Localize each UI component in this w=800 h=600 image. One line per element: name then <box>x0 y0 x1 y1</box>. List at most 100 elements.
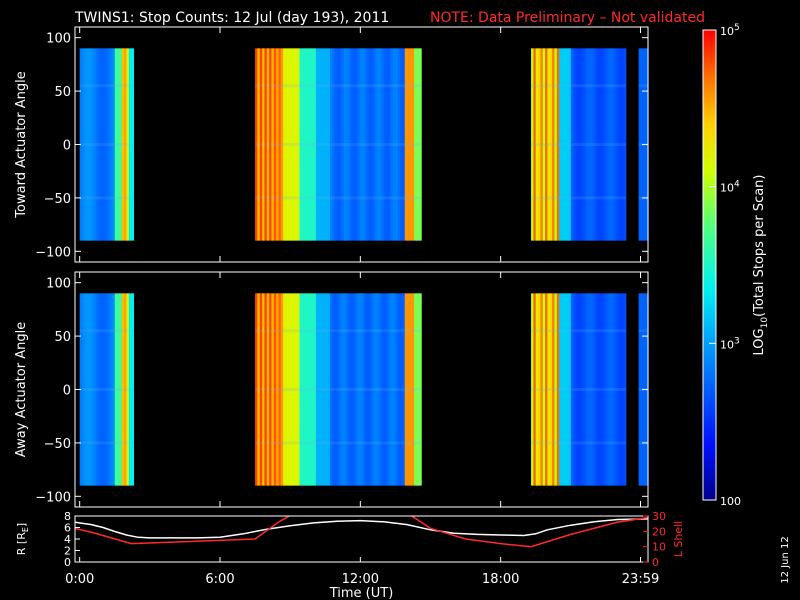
heatmap-column <box>531 48 534 241</box>
heatmap-column <box>266 48 270 241</box>
heatmap-column <box>559 293 563 486</box>
heatmap-column <box>395 293 399 486</box>
heatmap-column <box>547 293 551 486</box>
heatmap-column <box>287 48 291 241</box>
heatmap-column <box>533 48 537 241</box>
y-tick-label: 100 <box>46 32 71 47</box>
colorbar-label: LOG10(Total Stops per Scan) <box>752 175 770 356</box>
heatmap-column <box>582 48 586 241</box>
heatmap-column <box>575 48 579 241</box>
heatmap-column <box>619 48 623 241</box>
heatmap-segment <box>255 48 422 241</box>
heatmap-column <box>322 293 326 486</box>
heatmap-row-stripe <box>531 84 626 88</box>
l-tick-label: 10 <box>652 541 666 554</box>
heatmap-column <box>416 48 420 241</box>
heatmap-column <box>89 48 92 241</box>
heatmap-column <box>126 48 130 241</box>
heatmap-column <box>563 293 567 486</box>
y-tick-label: 0 <box>63 139 71 154</box>
heatmap-column <box>540 48 544 241</box>
heatmap-column <box>128 48 132 241</box>
heatmap-column <box>379 48 382 241</box>
heatmap-column <box>554 48 558 241</box>
heatmap-row-stripe <box>531 329 626 333</box>
r-axis-label: R [RE] <box>15 523 30 555</box>
heatmap-column <box>596 293 600 486</box>
l-shell-axis-label: L Shell <box>672 521 685 557</box>
heatmap-column <box>383 48 387 241</box>
heatmap-column <box>603 48 607 241</box>
heatmap-column <box>589 293 593 486</box>
heatmap-row-stripe <box>531 441 626 445</box>
heatmap-column <box>372 48 375 241</box>
heatmap-row-stripe <box>255 196 422 200</box>
heatmap-column <box>374 48 378 241</box>
heatmap-column <box>376 48 380 241</box>
heatmap-column <box>416 293 420 486</box>
heatmap-column <box>350 293 354 486</box>
heatmap-column <box>131 293 135 486</box>
l-tick-label: 20 <box>652 525 666 538</box>
heatmap-column <box>365 48 368 241</box>
heatmap-column <box>584 48 588 241</box>
heatmap-column <box>107 48 111 241</box>
r-tick-label: 4 <box>64 533 71 546</box>
heatmap-column <box>591 48 595 241</box>
heatmap-column <box>638 293 642 486</box>
heatmap-column <box>304 293 308 486</box>
heatmap-column <box>404 293 408 486</box>
heatmap-column <box>357 293 361 486</box>
heatmap-column <box>103 293 107 486</box>
heatmap-column <box>552 48 556 241</box>
heatmap-column <box>117 293 121 486</box>
heatmap-column <box>334 48 338 241</box>
heatmap-column <box>304 48 308 241</box>
heatmap-column <box>418 48 422 241</box>
heatmap-column <box>605 48 609 241</box>
y-tick-label: −50 <box>44 437 71 452</box>
heatmap-column <box>414 293 418 486</box>
heatmap-column <box>542 293 546 486</box>
heatmap-column <box>376 293 380 486</box>
heatmap-column <box>409 293 413 486</box>
y-axis-label: Away Actuator Angle <box>14 322 29 457</box>
colorbar-gradient <box>702 29 717 501</box>
heatmap-column <box>329 48 333 241</box>
heatmap-column <box>110 293 114 486</box>
heatmap-column <box>355 48 359 241</box>
heatmap-column <box>369 48 373 241</box>
heatmap-column <box>327 48 331 241</box>
heatmap-column <box>262 48 266 241</box>
heatmap-column <box>570 48 574 241</box>
y-tick-label: −100 <box>35 245 71 260</box>
y-tick-label: 0 <box>63 384 71 399</box>
heatmap-column <box>531 293 534 486</box>
heatmap-column <box>325 293 329 486</box>
heatmap-column <box>400 48 404 241</box>
heatmap-column <box>638 48 642 241</box>
heatmap-column <box>395 48 399 241</box>
heatmap-column <box>379 293 382 486</box>
heatmap-column <box>79 293 83 486</box>
colorbar-tick-label: 104 <box>720 180 740 195</box>
heatmap-column <box>336 293 340 486</box>
heatmap-column <box>259 48 263 241</box>
heatmap-column <box>98 293 102 486</box>
heatmap-column <box>301 48 305 241</box>
toward-angle-panel: 100 50 0 −50 −100 Toward Actuator Angle <box>14 26 649 263</box>
heatmap-column <box>124 293 128 486</box>
heatmap-column <box>297 293 301 486</box>
heatmap-column <box>280 48 284 241</box>
heatmap-column <box>577 48 581 241</box>
l-shell-line <box>75 516 648 548</box>
heatmap-column <box>297 48 301 241</box>
r-tick-label: 6 <box>64 522 71 535</box>
heatmap-column <box>308 293 312 486</box>
heatmap-column <box>374 293 378 486</box>
preliminary-note: NOTE: Data Preliminary – Not validated <box>430 10 705 26</box>
y-tick-label: 50 <box>54 330 71 345</box>
heatmap-column <box>308 48 312 241</box>
heatmap-column <box>362 293 366 486</box>
